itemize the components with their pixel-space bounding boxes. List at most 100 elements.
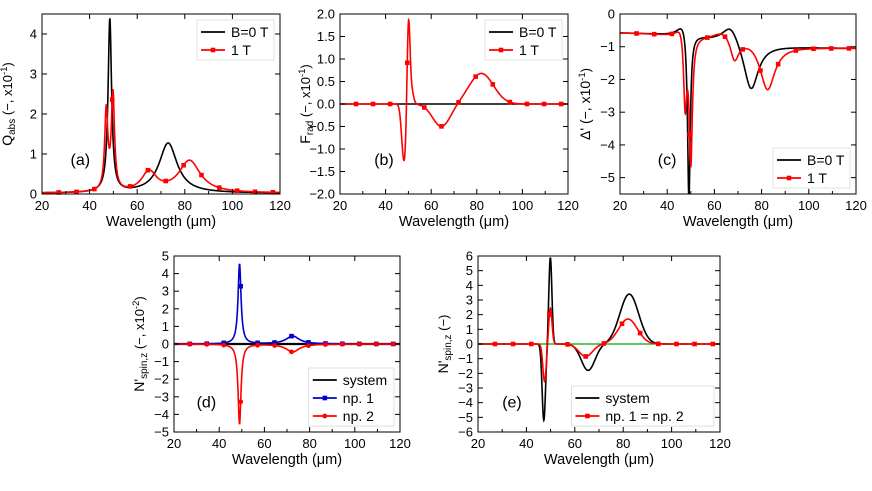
y-axis-label-part: Q	[0, 135, 15, 146]
y-tick-label: −1	[458, 351, 473, 366]
y-axis-label: Qabs (−, x10-1)	[0, 62, 18, 146]
y-tick-label: −1.5	[309, 164, 335, 179]
x-tick-label: 20	[35, 198, 49, 213]
x-axis-label: Wavelength (μm)	[683, 214, 793, 230]
series-marker	[181, 162, 186, 168]
chart-panel-b: 20 40 60 80 100 120 −2.0 −1.5 −1.0 −0.5 0.0 0.5 1.0 1…	[297, 7, 579, 231]
legend-label: system	[605, 390, 649, 406]
x-tick-label: 100	[661, 436, 683, 451]
y-axis-label-part: rad	[305, 121, 316, 135]
y-tick-label: 1.5	[317, 29, 335, 44]
legend-marker	[786, 175, 792, 181]
y-tick-label: 2.0	[317, 7, 335, 22]
x-tick-label: 60	[130, 198, 144, 213]
legend-box	[196, 19, 275, 61]
series-marker	[217, 185, 222, 190]
series-marker	[199, 172, 204, 178]
series-marker	[710, 341, 716, 347]
y-axis-label: Frad (−, x10-1)	[297, 64, 316, 144]
x-axis-label: Wavelength (μm)	[232, 452, 342, 468]
y-axis-label-part: -2	[131, 301, 142, 309]
chart-panel-a: 20 40 60 80 100 120 0 1 2 3 4 Wavelength (μm) Qabs (…	[0, 13, 291, 230]
series-marker	[473, 74, 478, 79]
y-axis-label-part: -1	[297, 69, 308, 77]
x-tick-label: 80	[302, 436, 316, 451]
series-marker	[740, 47, 746, 52]
y-axis-label-part: )	[578, 68, 593, 72]
y-axis-label-part: -1	[577, 72, 588, 80]
legend-label: np. 1 = np. 2	[605, 408, 683, 424]
x-tick-label: 20	[167, 436, 181, 451]
series-marker	[547, 312, 552, 317]
y-axis-label-part: F	[297, 135, 313, 144]
legend: B=0 T 1 T	[196, 19, 275, 61]
series-marker	[109, 97, 115, 102]
series-marker	[524, 101, 530, 107]
series-marker	[356, 341, 362, 347]
x-tick-label: 40	[519, 436, 533, 451]
series-marker	[601, 341, 607, 346]
x-tick-label: 20	[471, 436, 485, 451]
y-tick-label: −4	[154, 407, 169, 422]
series-line-a-1	[42, 88, 280, 194]
y-axis-label-part: (−, x10	[298, 77, 313, 121]
y-tick-label: 3	[466, 293, 473, 308]
y-tick-label: 5	[466, 263, 473, 278]
series-marker	[828, 46, 834, 51]
series-line-d-2	[174, 343, 400, 425]
series-marker	[692, 341, 697, 347]
x-tick-label: 40	[82, 198, 96, 213]
y-tick-label: −5	[154, 425, 169, 440]
series-marker	[272, 343, 277, 348]
series-marker	[846, 46, 852, 51]
y-tick-label: 2	[466, 307, 473, 322]
series-marker	[456, 100, 461, 105]
legend: B=0 T 1 T	[772, 147, 851, 189]
y-axis-label-part: spin,z	[139, 353, 150, 379]
series-marker	[490, 82, 496, 87]
legend: system np. 1 = np. 2	[571, 385, 715, 427]
series-line-d-1	[174, 263, 400, 345]
y-tick-label: 4	[162, 266, 169, 281]
y-tick-label: 1	[30, 147, 37, 162]
series-marker	[793, 48, 799, 53]
legend-box	[772, 147, 851, 189]
series-marker	[373, 341, 379, 347]
x-tick-label: 100	[222, 198, 244, 213]
series-marker	[145, 167, 151, 173]
series-marker	[439, 124, 444, 129]
y-tick-label: −2	[154, 372, 169, 387]
series-marker	[252, 189, 258, 195]
series-marker	[234, 188, 240, 194]
legend-label: B=0 T	[807, 152, 845, 168]
series-marker	[390, 341, 396, 347]
y-tick-label: 3	[162, 284, 169, 299]
panel-label: (a)	[71, 152, 91, 169]
series-marker	[422, 105, 427, 110]
series-marker	[507, 99, 513, 105]
y-tick-label: 1	[466, 322, 473, 337]
series-marker	[92, 186, 97, 192]
y-tick-label: 2	[162, 301, 169, 316]
panel-label: (c)	[658, 152, 677, 169]
y-tick-label: −3	[458, 381, 473, 396]
y-axis-label-part: spin,z	[443, 334, 454, 360]
y-axis-label-part: Δ' (−, x10	[577, 81, 593, 140]
legend-marker	[322, 395, 328, 401]
y-tick-label: −1	[154, 354, 169, 369]
series-marker	[492, 341, 498, 347]
y-tick-label: 0	[608, 7, 615, 22]
series-marker	[353, 101, 359, 107]
x-tick-label: 80	[616, 436, 630, 451]
legend-label: system	[343, 372, 387, 388]
y-axis-label-part: N'	[435, 361, 451, 374]
x-axis-label: Wavelength (μm)	[544, 452, 654, 468]
y-tick-label: 2	[30, 107, 37, 122]
y-axis-label-part: (−)	[436, 315, 451, 335]
x-tick-label: 120	[389, 436, 411, 451]
series-marker	[238, 399, 244, 405]
series-marker	[238, 283, 243, 289]
y-tick-label: −6	[458, 425, 473, 440]
y-tick-label: 0	[466, 337, 473, 352]
series-marker	[674, 341, 679, 347]
